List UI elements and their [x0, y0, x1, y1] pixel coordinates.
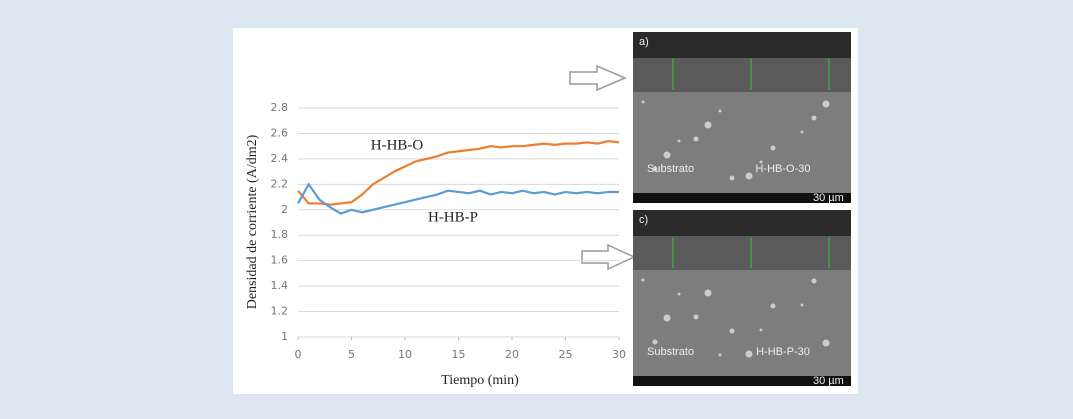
- particle: [678, 140, 681, 143]
- sem-image: c) Substrato H-HB-P-30 30 µm: [633, 210, 851, 387]
- particle: [801, 304, 804, 307]
- particle: [664, 315, 671, 322]
- particle: [771, 146, 776, 151]
- particle: [730, 329, 735, 334]
- x-tick-label: 30: [612, 348, 626, 361]
- sem-coating: [633, 58, 851, 92]
- x-tick-label: 25: [559, 348, 573, 361]
- sem-image: a) Substrato H-HB-O-30 30 µm: [633, 32, 851, 204]
- y-tick-label: 1.4: [271, 279, 289, 292]
- x-tick-label: 0: [295, 348, 302, 361]
- x-tick-label: 10: [398, 348, 412, 361]
- particle: [801, 131, 804, 134]
- sem-coating: [633, 236, 851, 270]
- x-axis-title: Tiempo (min): [441, 373, 519, 388]
- sem-sample-label: H-HB-O-30: [755, 163, 810, 175]
- particle: [730, 176, 735, 181]
- particle: [642, 101, 645, 104]
- x-tick-label: 20: [505, 348, 519, 361]
- particle: [694, 137, 699, 142]
- sem-substrate-label: Substrato: [647, 163, 694, 175]
- sem-top: [633, 210, 851, 236]
- sem-sample-label: H-HB-P-30: [756, 346, 810, 358]
- particle: [719, 110, 722, 113]
- particle: [812, 279, 817, 284]
- particle: [823, 340, 830, 347]
- sem-label: a): [639, 36, 649, 48]
- sem-label: c): [639, 214, 648, 226]
- y-tick-label: 1.8: [271, 228, 289, 241]
- x-tick-label: 15: [452, 348, 466, 361]
- x-tick-label: 5: [348, 348, 355, 361]
- figure: Tiempo (min) Densidad de corriente (A/dm…: [0, 0, 1073, 419]
- y-tick-label: 2.8: [271, 101, 289, 114]
- sem-scale: 30 µm: [813, 192, 844, 204]
- particle: [694, 315, 699, 320]
- series-label: H-HB-O: [371, 137, 424, 153]
- particle: [705, 290, 712, 297]
- particle: [705, 122, 712, 129]
- y-tick-label: 2.2: [271, 177, 289, 190]
- series-label: H-HB-P: [428, 209, 478, 225]
- particle: [678, 293, 681, 296]
- y-tick-label: 1.2: [271, 305, 289, 318]
- particle: [823, 101, 830, 108]
- y-tick-label: 2: [281, 203, 288, 216]
- y-tick-label: 2.4: [271, 152, 289, 165]
- y-tick-label: 2.6: [271, 126, 289, 139]
- particle: [771, 304, 776, 309]
- particle: [760, 329, 763, 332]
- particle: [664, 152, 671, 159]
- y-tick-label: 1: [281, 330, 288, 343]
- sem-top: [633, 32, 851, 58]
- sem-substrate-label: Substrato: [647, 346, 694, 358]
- y-tick-label: 1.6: [271, 254, 289, 267]
- particle: [653, 340, 658, 345]
- particle: [812, 116, 817, 121]
- y-axis-title: Densidad de corriente (A/dm2): [245, 134, 260, 309]
- sem-scale: 30 µm: [813, 375, 844, 387]
- particle: [746, 173, 753, 180]
- particle: [642, 279, 645, 282]
- particle: [719, 354, 722, 357]
- particle: [746, 351, 753, 358]
